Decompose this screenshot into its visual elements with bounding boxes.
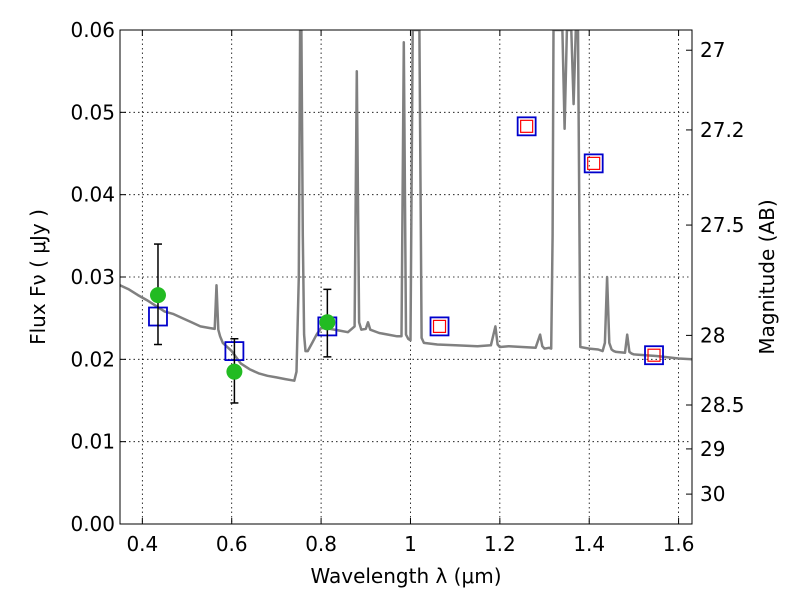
observed-point bbox=[319, 314, 336, 331]
model-band-square bbox=[429, 316, 450, 337]
right-tick-label: 29 bbox=[700, 437, 725, 461]
right-tick-label: 30 bbox=[700, 482, 725, 506]
model-band-square bbox=[516, 116, 537, 137]
y-tick-label: 0.05 bbox=[70, 100, 115, 124]
y-tick-label: 0.04 bbox=[70, 183, 115, 207]
model-band-square bbox=[583, 153, 604, 174]
tick-layer: 0.4 0.6 0.8 1 1.2 1.4 1.6 0.00 0.01 0.02 0.03 0.04 0… bbox=[70, 18, 744, 556]
spectrum-line bbox=[120, 30, 692, 382]
model-band-inner-square bbox=[587, 156, 601, 170]
y-tick-label: 0.00 bbox=[70, 512, 115, 536]
x-tick-label: 0.4 bbox=[126, 532, 158, 556]
model-band-inner-square bbox=[647, 348, 661, 362]
model-band-square bbox=[644, 345, 664, 366]
observed-point bbox=[226, 363, 243, 380]
x-tick-label: 0.8 bbox=[305, 532, 337, 556]
y-tick-label: 0.06 bbox=[70, 18, 115, 42]
y-axis-label: Flux Fν ( μJy ) bbox=[26, 209, 50, 345]
right-axis-label: Magnitude (AB) bbox=[755, 199, 779, 354]
right-tick-label: 27.5 bbox=[700, 213, 745, 237]
x-axis-label: Wavelength λ (μm) bbox=[310, 564, 501, 588]
x-tick-label: 1.2 bbox=[484, 532, 516, 556]
x-tick-label: 0.6 bbox=[216, 532, 248, 556]
right-tick-label: 28 bbox=[700, 323, 725, 347]
model-band-inner-square bbox=[520, 119, 534, 133]
data-layer bbox=[120, 30, 692, 382]
label-layer: Wavelength λ (μm) Flux Fν ( μJy ) Magnit… bbox=[26, 199, 779, 588]
right-tick-label: 28.5 bbox=[700, 393, 745, 417]
right-tick-label: 27.2 bbox=[700, 118, 745, 142]
y-tick-label: 0.03 bbox=[70, 265, 115, 289]
y-tick-label: 0.01 bbox=[70, 430, 115, 454]
x-tick-label: 1.6 bbox=[663, 532, 695, 556]
x-tick-label: 1.4 bbox=[573, 532, 605, 556]
observed-point bbox=[149, 287, 166, 304]
y-tick-label: 0.02 bbox=[70, 347, 115, 371]
marker-layer bbox=[148, 116, 664, 404]
x-tick-label: 1 bbox=[404, 532, 417, 556]
right-tick-label: 27 bbox=[700, 38, 725, 62]
model-band-inner-square bbox=[432, 319, 447, 333]
